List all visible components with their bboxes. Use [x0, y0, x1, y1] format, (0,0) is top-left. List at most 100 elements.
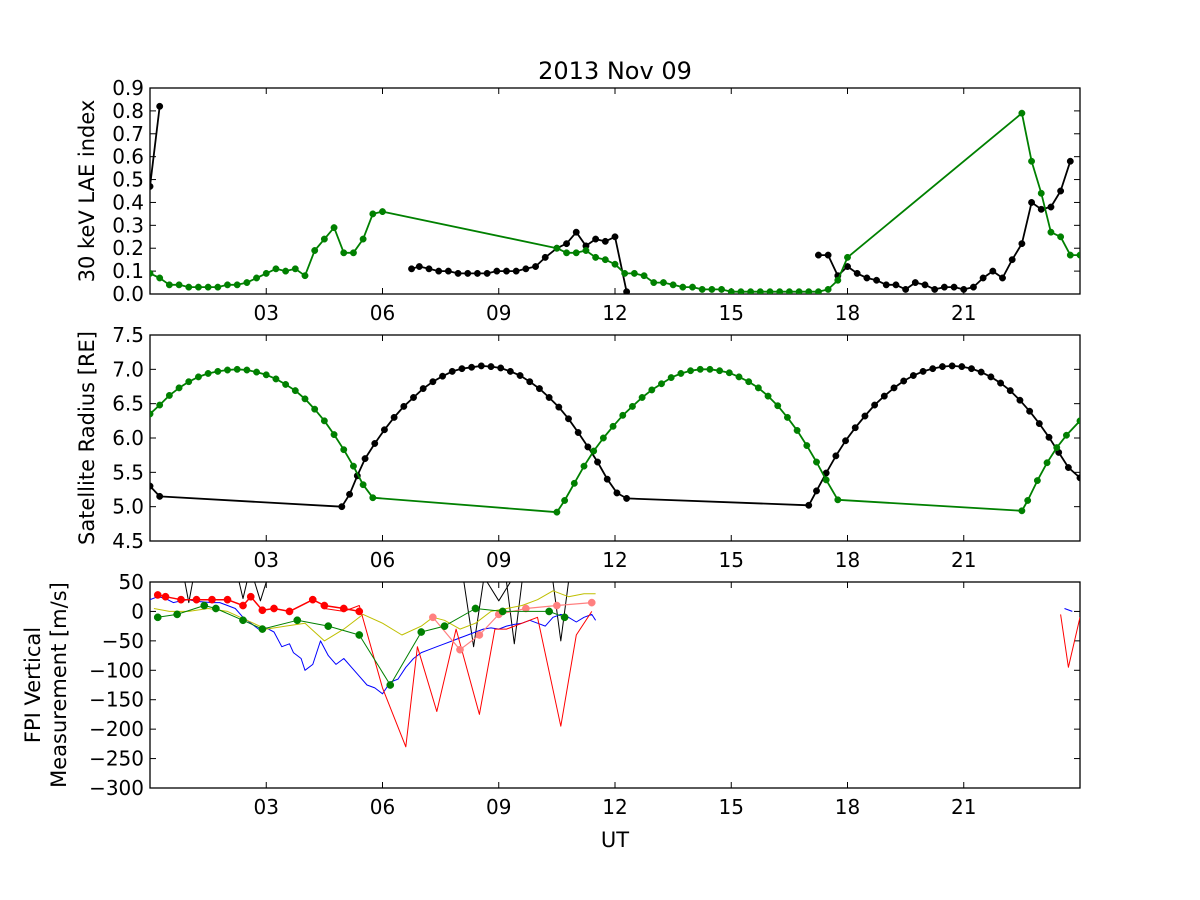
radius-series-black-point	[929, 365, 937, 373]
radius-series-black-point	[909, 372, 917, 379]
lae-series-green-point	[776, 288, 784, 294]
radius-series-green-point	[774, 402, 782, 410]
lae-series-green-point	[727, 288, 735, 294]
radius-series-green-point	[1076, 417, 1080, 425]
lae-series-green-point	[805, 288, 813, 294]
radius-series-green-point	[320, 417, 328, 425]
lae-series-green-point	[1037, 189, 1045, 197]
fpi-series-green-point	[498, 607, 507, 616]
radius-series-green-point	[783, 413, 791, 421]
fpi-series-green-point	[173, 610, 181, 619]
lae-series-green-point	[1018, 109, 1026, 117]
fpi-series-green-point	[355, 631, 364, 639]
radius-series-black-point	[900, 377, 908, 385]
fpi-series-green-point	[258, 625, 267, 633]
radius-y-tick-label: 5.0	[112, 495, 144, 519]
lae-series-black-point	[592, 235, 600, 243]
fpi-series-pink-point	[522, 604, 530, 613]
radius-series-green-point	[1062, 431, 1070, 439]
lae-y-tick-label: 0.1	[112, 259, 144, 283]
fpi-series-red-point	[258, 606, 267, 615]
radius-series-green-point	[687, 367, 695, 375]
lae-series-green-point	[621, 269, 629, 277]
lae-series-black-point	[473, 269, 481, 277]
radius-series-black-point	[439, 372, 447, 380]
lae-y-tick-label: 0.6	[112, 145, 144, 169]
lae-series-green-point	[243, 279, 251, 287]
lae-y-tick-label: 0.2	[112, 236, 144, 260]
radius-series-black-point	[987, 373, 995, 381]
radius-y-tick-label: 7.5	[112, 323, 144, 347]
fpi-series-pink-point	[456, 645, 464, 654]
radius-x-tick-label: 18	[835, 548, 860, 572]
lae-series-green-point	[185, 283, 193, 291]
radius-series-black-point	[429, 378, 437, 386]
lae-series-green-point	[340, 249, 348, 257]
radius-series-green-point	[214, 367, 222, 375]
radius-series-green-point	[619, 411, 627, 419]
lae-series-green-point	[150, 269, 154, 277]
lae-x-tick-label: 15	[719, 301, 744, 325]
fpi-series-black-line	[552, 582, 569, 642]
fpi-series-green-point	[386, 681, 395, 689]
lae-series-black-point	[532, 263, 540, 270]
radius-series-green-point	[834, 496, 842, 504]
radius-series-green-point	[185, 378, 193, 386]
lae-series-black-point	[999, 274, 1006, 282]
fpi-series-black-line	[463, 582, 484, 648]
radius-series-green-point	[570, 479, 578, 487]
lae-series-green-point	[379, 208, 386, 216]
lae-series-green-point	[737, 288, 745, 294]
lae-series-black-point	[989, 267, 997, 275]
lae-series-black-point	[425, 265, 433, 273]
lae-series-black-point	[950, 283, 958, 291]
radius-series-green-point	[204, 370, 212, 377]
fpi-series-green-point	[293, 616, 302, 625]
fpi-series-pink-point	[475, 631, 484, 639]
lae-series-black-point	[408, 265, 416, 273]
lae-series-black-point	[960, 285, 968, 293]
lae-series-green-point	[572, 249, 580, 257]
radius-series-black-point	[1035, 420, 1043, 428]
fpi-series-green-point	[153, 613, 162, 622]
lae-series-green-point	[844, 253, 851, 261]
lae-series-black-point	[931, 285, 939, 293]
lae-series-black-point	[921, 281, 929, 289]
radius-series-black-point	[338, 503, 346, 511]
fpi-series-red-point	[285, 607, 294, 616]
fpi-series-red-point	[246, 592, 255, 601]
fpi-vertical-panel: FPI Vertical Measurement [m/s] −300 −250 −…	[21, 570, 1081, 819]
lae-x-tick-label: 06	[370, 301, 395, 325]
fpi-y-tick-label: −100	[89, 658, 144, 682]
lae-x-tick-label: 03	[254, 301, 279, 325]
lae-series-black-point	[512, 267, 520, 275]
fpi-series-red-point	[239, 601, 247, 610]
fpi-y-tick-label: −250	[89, 747, 144, 771]
lae-series-green-point	[1057, 233, 1065, 241]
radius-series-black-point	[871, 401, 879, 409]
fpi-series-red-point	[355, 607, 364, 616]
lae-x-tick-label: 18	[835, 301, 860, 325]
fpi-series-green-point	[471, 604, 480, 613]
lae-series-green-point	[156, 274, 164, 282]
radius-series-green-point	[706, 365, 714, 373]
lae-series-green-point	[272, 265, 280, 273]
fpi-series-black-line	[238, 582, 248, 599]
radius-series-black-point	[1016, 396, 1024, 404]
lae-series-green-point	[747, 288, 755, 294]
radius-series-black-point	[156, 492, 164, 500]
radius-series-black-point	[919, 367, 927, 375]
lae-series-green-point	[1066, 251, 1074, 259]
radius-series-black-point	[832, 452, 840, 460]
lae-series-green-point	[785, 288, 793, 294]
lae-series-black-point	[415, 263, 423, 270]
radius-series-green-point	[150, 410, 154, 418]
fpi-y-tick-label: −50	[102, 629, 144, 653]
fpi-series-blue-line	[1064, 608, 1073, 612]
lae-series-black-point	[454, 269, 462, 277]
radius-series-black-point	[526, 378, 534, 386]
fpi-x-tick-label: 12	[602, 795, 627, 819]
fpi-x-tick-label: 21	[951, 795, 976, 819]
fpi-series-green-point	[212, 604, 220, 613]
satellite-radius-panel: Satellite Radius [RE] 4.5 5.0 5.5 6.0 6.5 7.0…	[75, 323, 1081, 572]
